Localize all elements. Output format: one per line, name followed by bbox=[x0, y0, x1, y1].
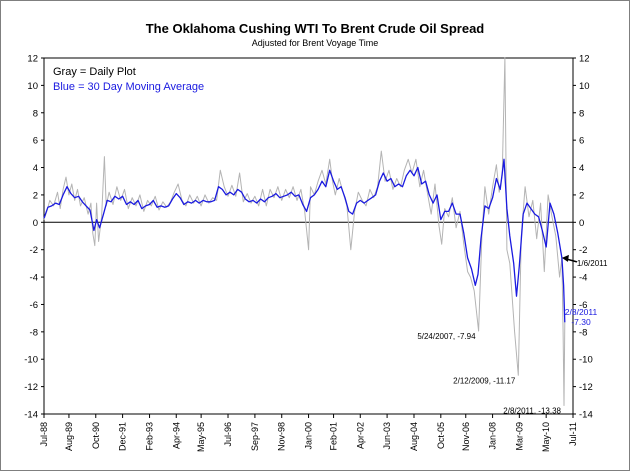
y-tick-label-right: 8 bbox=[579, 108, 584, 119]
y-tick-label-right: 0 bbox=[579, 218, 584, 229]
legend: Gray = Daily Plot Blue = 30 Day Moving A… bbox=[53, 66, 204, 93]
annotation-label: 5/24/2007, -7.94 bbox=[417, 332, 476, 341]
x-tick-label: Aug-04 bbox=[409, 422, 419, 451]
x-axis-ticks: Jul-88 Aug-89 Oct-90 Dec-91 Feb-93 Apr-94 May-… bbox=[39, 414, 578, 452]
y-tick-label-left: -4 bbox=[30, 273, 38, 284]
y-tick-label-right: -2 bbox=[579, 245, 587, 256]
y-tick-label-right: 12 bbox=[579, 54, 590, 65]
y-tick-label-right: 10 bbox=[579, 81, 590, 92]
y-tick-label-right: -8 bbox=[579, 327, 587, 338]
x-tick-label: May-10 bbox=[541, 422, 551, 452]
annotation-arrowhead bbox=[561, 254, 569, 262]
y-tick-label-left: 0 bbox=[33, 218, 38, 229]
x-tick-label: Sep-97 bbox=[250, 422, 260, 451]
legend-entry-average: Blue = 30 Day Moving Average bbox=[53, 81, 204, 93]
x-tick-label: Feb-93 bbox=[145, 422, 155, 451]
plot-area bbox=[43, 57, 574, 415]
y-tick-label-right: -4 bbox=[579, 273, 587, 284]
x-tick-label: Jan-00 bbox=[304, 422, 314, 450]
y-tick-label-left: 10 bbox=[27, 81, 38, 92]
y-axis-ticks: -14 -14 -12 -12 -10 -10 -8 -8 -6 -6 -4 -4 -2 -2 0 0 2 2 4 4… bbox=[24, 54, 592, 421]
y-tick-label-right: -6 bbox=[579, 300, 587, 311]
series-layer bbox=[43, 57, 566, 406]
y-tick-label-right: 6 bbox=[579, 136, 584, 147]
series-line-average bbox=[43, 158, 566, 323]
x-tick-label: Jan-08 bbox=[488, 422, 498, 450]
y-tick-label-left: 2 bbox=[33, 190, 38, 201]
legend-entry-daily: Gray = Daily Plot bbox=[53, 66, 136, 78]
end-label-date: 2/8/2011 bbox=[565, 307, 598, 317]
y-tick-label-right: -14 bbox=[579, 410, 593, 421]
y-tick-label-left: -8 bbox=[30, 327, 38, 338]
x-tick-label: Feb-01 bbox=[329, 422, 339, 451]
chart-title: The Oklahoma Cushing WTI To Brent Crude … bbox=[146, 21, 485, 36]
x-tick-label: Jul-88 bbox=[39, 422, 49, 447]
x-tick-label: Oct-90 bbox=[91, 422, 101, 449]
y-tick-label-right: 4 bbox=[579, 163, 584, 174]
x-tick-label: Mar-09 bbox=[514, 422, 524, 451]
x-tick-label: Apr-94 bbox=[171, 422, 181, 449]
y-tick-label-left: 12 bbox=[27, 54, 38, 65]
annotation-layer: 5/24/2007, -7.94 2/12/2009, -11.17 2/8/201… bbox=[417, 254, 608, 416]
chart-subtitle: Adjusted for Brent Voyage Time bbox=[252, 38, 379, 48]
annotation-label: 1/6/2011 bbox=[577, 259, 608, 268]
x-tick-label: Jul-11 bbox=[568, 422, 578, 446]
x-tick-label: Nov-98 bbox=[277, 422, 287, 451]
x-tick-label: Jun-03 bbox=[382, 422, 392, 450]
y-tick-label-left: -12 bbox=[24, 382, 38, 393]
y-tick-label-left: 4 bbox=[33, 163, 38, 174]
x-tick-label: Nov-06 bbox=[461, 422, 471, 451]
end-label: 2/8/2011 -7.30 bbox=[565, 307, 598, 327]
y-tick-label-left: -10 bbox=[24, 355, 38, 366]
y-tick-label-right: 2 bbox=[579, 190, 584, 201]
end-label-value: -7.30 bbox=[571, 317, 591, 327]
x-tick-label: Oct-05 bbox=[436, 422, 446, 449]
annotation-label: 2/8/2011, -13.38 bbox=[503, 407, 561, 416]
x-tick-label: Apr-02 bbox=[355, 422, 365, 449]
y-tick-label-left: -14 bbox=[24, 410, 38, 421]
series-line-daily bbox=[43, 57, 566, 406]
y-tick-label-left: 6 bbox=[33, 136, 38, 147]
y-tick-label-right: -12 bbox=[579, 382, 593, 393]
x-tick-label: May-95 bbox=[196, 422, 206, 452]
y-tick-label-right: -10 bbox=[579, 355, 593, 366]
x-tick-label: Aug-89 bbox=[64, 422, 74, 451]
x-tick-label: Dec-91 bbox=[118, 422, 128, 451]
y-tick-label-left: -6 bbox=[30, 300, 38, 311]
y-tick-label-left: -2 bbox=[30, 245, 38, 256]
y-tick-label-left: 8 bbox=[33, 108, 38, 119]
x-tick-label: Jul-96 bbox=[223, 422, 233, 447]
annotation-label: 2/12/2009, -11.17 bbox=[453, 376, 516, 385]
